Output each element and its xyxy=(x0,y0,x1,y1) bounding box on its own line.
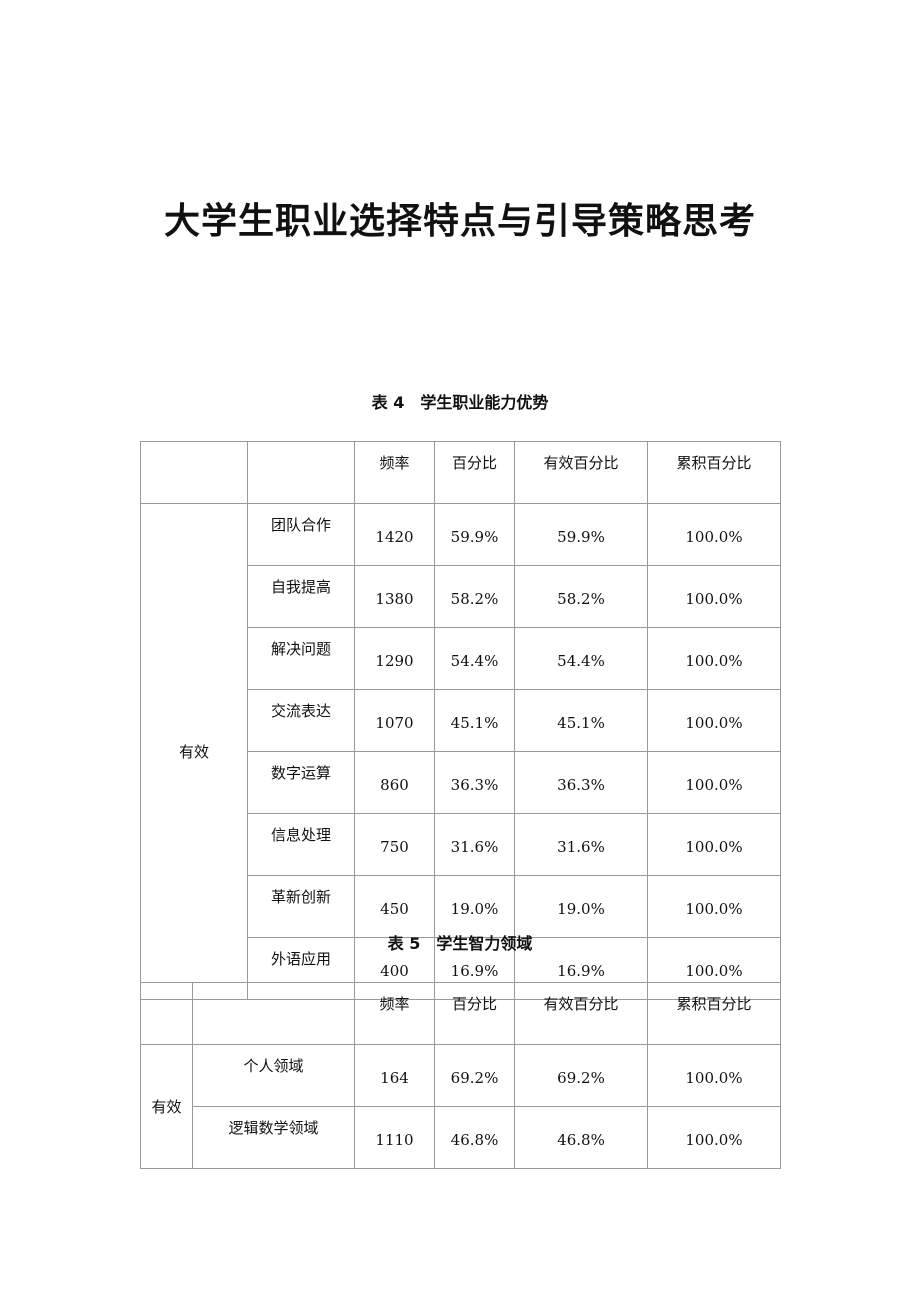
cumulative-percent-cell: 100.0% xyxy=(647,565,781,628)
frequency-cell: 1290 xyxy=(354,627,435,690)
percent-cell: 19.0% xyxy=(434,875,515,938)
percent-cell: 46.8% xyxy=(434,1106,515,1169)
percent-cell: 54.4% xyxy=(434,627,515,690)
cumulative-percent-cell: 100.0% xyxy=(647,1044,781,1107)
table5-header-row: 频率 百分比 有效百分比 累积百分比 xyxy=(140,982,781,1045)
header-cell: 频率 xyxy=(354,982,435,1045)
percent-cell: 59.9% xyxy=(434,503,515,566)
valid-percent-cell: 46.8% xyxy=(514,1106,648,1169)
table5-caption: 表 5 学生智力领域 xyxy=(387,934,533,953)
percent-cell: 69.2% xyxy=(434,1044,515,1107)
row-label: 个人领域 xyxy=(192,1044,355,1107)
group-label: 有效 xyxy=(140,503,248,1000)
cumulative-percent-cell: 100.0% xyxy=(647,875,781,938)
table5: 频率 百分比 有效百分比 累积百分比 有效 个人领域 164 69.2% 69.2% 10… xyxy=(140,982,781,1169)
frequency-cell: 860 xyxy=(354,751,435,814)
row-label: 解决问题 xyxy=(247,627,355,690)
document-title: 大学生职业选择特点与引导策略思考 xyxy=(163,201,756,242)
frequency-cell: 1380 xyxy=(354,565,435,628)
valid-percent-cell: 54.4% xyxy=(514,627,648,690)
row-label: 团队合作 xyxy=(247,503,355,566)
frequency-cell: 750 xyxy=(354,813,435,876)
header-empty xyxy=(140,982,193,1045)
cumulative-percent-cell: 100.0% xyxy=(647,751,781,814)
frequency-cell: 1070 xyxy=(354,689,435,752)
header-cell: 累积百分比 xyxy=(647,982,781,1045)
table-row: 自我提高 1380 58.2% 58.2% 100.0% xyxy=(141,565,781,628)
valid-percent-cell: 36.3% xyxy=(514,751,648,814)
header-cell: 累积百分比 xyxy=(647,441,781,504)
cumulative-percent-cell: 100.0% xyxy=(647,503,781,566)
valid-percent-cell: 59.9% xyxy=(514,503,648,566)
valid-percent-cell: 31.6% xyxy=(514,813,648,876)
valid-percent-cell: 19.0% xyxy=(514,875,648,938)
table-row: 信息处理 750 31.6% 31.6% 100.0% xyxy=(141,813,781,876)
header-cell: 百分比 xyxy=(434,982,515,1045)
cumulative-percent-cell: 100.0% xyxy=(647,813,781,876)
header-cell: 频率 xyxy=(354,441,435,504)
header-empty xyxy=(192,982,355,1045)
header-cell: 有效百分比 xyxy=(514,982,648,1045)
row-label: 数字运算 xyxy=(247,751,355,814)
valid-percent-cell: 58.2% xyxy=(514,565,648,628)
frequency-cell: 1420 xyxy=(354,503,435,566)
table-row: 逻辑数学领域 1110 46.8% 46.8% 100.0% xyxy=(141,1106,781,1169)
frequency-cell: 450 xyxy=(354,875,435,938)
group-label: 有效 xyxy=(140,1044,193,1169)
percent-cell: 31.6% xyxy=(434,813,515,876)
table-row: 革新创新 450 19.0% 19.0% 100.0% xyxy=(141,875,781,938)
header-cell: 有效百分比 xyxy=(514,441,648,504)
table-row: 有效 团队合作 1420 59.9% 59.9% 100.0% xyxy=(140,503,781,1000)
header-empty xyxy=(140,441,248,504)
cumulative-percent-cell: 100.0% xyxy=(647,689,781,752)
row-label: 交流表达 xyxy=(247,689,355,752)
row-label: 自我提高 xyxy=(247,565,355,628)
percent-cell: 58.2% xyxy=(434,565,515,628)
row-label: 信息处理 xyxy=(247,813,355,876)
percent-cell: 45.1% xyxy=(434,689,515,752)
header-cell: 百分比 xyxy=(434,441,515,504)
row-label: 革新创新 xyxy=(247,875,355,938)
table4: 频率 百分比 有效百分比 累积百分比 有效 团队合作 1420 59.9% 59.9% 1… xyxy=(140,441,781,1000)
row-label: 逻辑数学领域 xyxy=(192,1106,355,1169)
table-row: 有效 个人领域 164 69.2% 69.2% 100.0% xyxy=(140,1044,781,1169)
table4-caption: 表 4 学生职业能力优势 xyxy=(371,393,549,412)
frequency-cell: 164 xyxy=(354,1044,435,1107)
cumulative-percent-cell: 100.0% xyxy=(647,627,781,690)
valid-percent-cell: 45.1% xyxy=(514,689,648,752)
table-row: 交流表达 1070 45.1% 45.1% 100.0% xyxy=(141,689,781,752)
table-row: 数字运算 860 36.3% 36.3% 100.0% xyxy=(141,751,781,814)
frequency-cell: 1110 xyxy=(354,1106,435,1169)
valid-percent-cell: 69.2% xyxy=(514,1044,648,1107)
table4-header-row: 频率 百分比 有效百分比 累积百分比 xyxy=(140,441,781,504)
header-empty xyxy=(247,441,355,504)
table-row: 解决问题 1290 54.4% 54.4% 100.0% xyxy=(141,627,781,690)
percent-cell: 36.3% xyxy=(434,751,515,814)
cumulative-percent-cell: 100.0% xyxy=(647,1106,781,1169)
